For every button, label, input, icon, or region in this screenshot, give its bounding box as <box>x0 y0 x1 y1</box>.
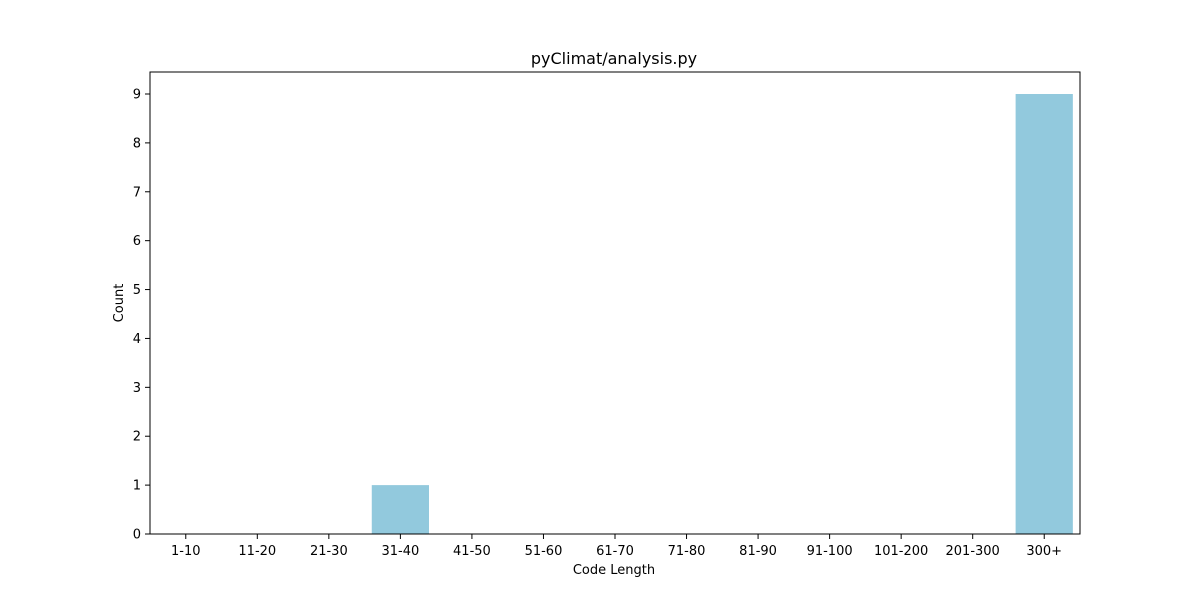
x-tick-label: 61-70 <box>596 544 634 559</box>
y-tick-label: 3 <box>133 381 141 396</box>
x-tick-label: 81-90 <box>739 544 777 559</box>
x-tick-label: 31-40 <box>381 544 419 559</box>
bar-300+ <box>1015 94 1073 534</box>
x-tick-label: 300+ <box>1026 544 1062 559</box>
y-tick-label: 7 <box>133 185 141 200</box>
x-axis: 1-10 11-20 21-30 31-40 41-50 51-60 61-70 71-80 8… <box>171 534 1062 559</box>
x-tick-label: 21-30 <box>310 544 348 559</box>
y-tick-label: 8 <box>133 136 141 151</box>
bars-group <box>371 94 1073 534</box>
x-tick-label: 101-200 <box>874 544 928 559</box>
bar-31-40 <box>371 485 429 534</box>
y-tick-label: 1 <box>133 479 141 494</box>
plot-frame <box>149 71 1081 535</box>
y-axis: 0 1 2 3 4 5 6 7 8 9 <box>133 88 150 543</box>
y-tick-label: 5 <box>133 283 141 298</box>
chart-title: pyClimat/analysis.py <box>531 49 697 68</box>
x-tick-label: 71-80 <box>668 544 706 559</box>
x-axis-label: Code Length <box>573 563 655 578</box>
x-tick-label: 51-60 <box>525 544 563 559</box>
x-tick-label: 41-50 <box>453 544 491 559</box>
y-tick-label: 9 <box>133 88 141 103</box>
y-tick-label: 6 <box>133 234 141 249</box>
x-tick-label: 201-300 <box>946 544 1000 559</box>
x-tick-label: 11-20 <box>238 544 276 559</box>
y-tick-label: 2 <box>133 430 141 445</box>
x-tick-label: 91-100 <box>807 544 853 559</box>
y-tick-label: 0 <box>133 528 141 543</box>
y-axis-label: Count <box>112 284 127 323</box>
y-tick-label: 4 <box>133 332 141 347</box>
x-tick-label: 1-10 <box>171 544 201 559</box>
